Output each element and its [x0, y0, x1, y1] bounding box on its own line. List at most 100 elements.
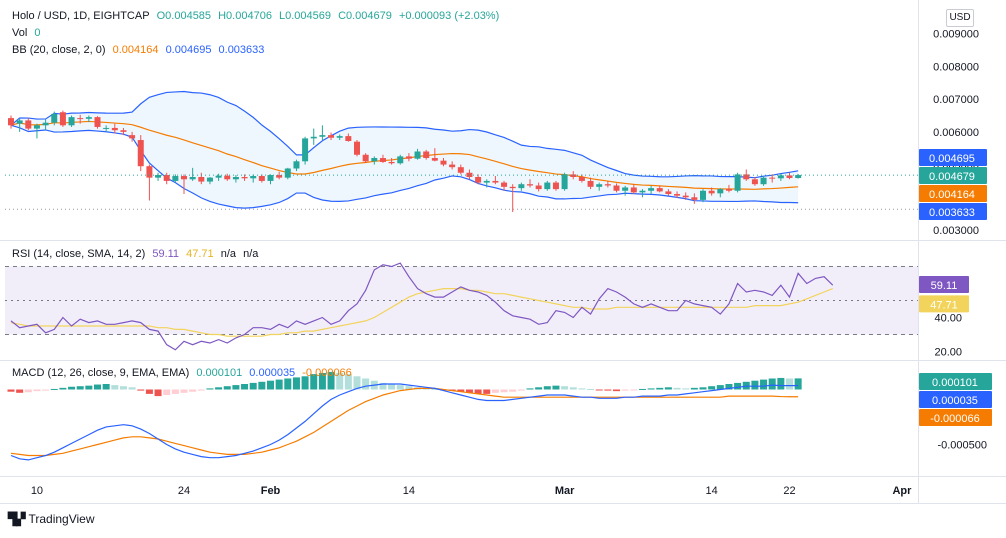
macd-histogram-bar — [336, 373, 344, 390]
candle-body — [206, 177, 213, 182]
macd-histogram-bar — [786, 378, 793, 390]
macd-histogram-bar — [344, 374, 352, 390]
candle-body — [475, 177, 482, 183]
candle-body — [492, 180, 499, 183]
candle-body — [604, 184, 611, 186]
candle-body — [293, 161, 300, 169]
macd-label[interactable]: MACD (12, 26, close, 9, EMA, EMA) — [12, 367, 190, 379]
macd-histogram-bar — [292, 377, 300, 390]
candle-body — [111, 127, 118, 131]
candle-body — [691, 197, 698, 200]
candle-body — [198, 177, 205, 182]
candle-body — [518, 184, 525, 189]
macd-histogram-bar — [275, 379, 283, 390]
tradingview-brand[interactable]: ▜▞ TradingView — [8, 512, 95, 526]
rsi-axis-tick: 40.00 — [934, 313, 962, 325]
candle-body — [440, 160, 447, 165]
price-badge-label: 0.003633 — [929, 207, 975, 219]
macd-histogram-bar — [362, 378, 370, 390]
macd-histogram-bar — [526, 388, 534, 390]
macd-histogram-bar — [760, 379, 768, 390]
candle-body — [449, 164, 456, 168]
candle-body — [51, 113, 58, 123]
macd-histogram-bar — [664, 387, 672, 390]
macd-histogram-bar — [68, 386, 76, 390]
candle-body — [656, 188, 663, 192]
macd-histogram-bar — [180, 389, 188, 393]
macd-histogram-bar — [630, 389, 638, 391]
macd-histogram-bar — [465, 389, 473, 393]
candle-body — [717, 189, 724, 194]
brand-label: TradingView — [28, 512, 95, 526]
candle-body — [16, 120, 23, 124]
candle-body — [120, 130, 127, 132]
macd-histogram-bar — [223, 386, 231, 390]
candle-body — [509, 186, 516, 189]
price-badge-label: 0.004695 — [929, 153, 975, 165]
candle-body — [241, 177, 248, 179]
macd-badge-label: -0.000066 — [930, 413, 980, 425]
macd-line-value: 0.000035 — [249, 367, 296, 379]
macd-histogram-bar — [301, 376, 309, 390]
macd-histogram-bar — [716, 385, 724, 390]
rsi-sma-line — [10, 288, 833, 337]
macd-histogram-bar — [517, 389, 525, 391]
rsi-value: 59.11 — [152, 248, 180, 260]
rsi-badge — [919, 276, 969, 294]
macd-histogram-bar — [119, 386, 127, 390]
macd-histogram-bar — [163, 389, 171, 395]
macd-badge — [919, 391, 992, 408]
candle-body — [163, 175, 170, 181]
time-axis-tick: Feb — [261, 485, 281, 497]
macd-histogram-bar — [197, 389, 205, 391]
macd-histogram-bar — [327, 371, 335, 390]
macd-histogram-bar — [171, 389, 179, 394]
price-axis-tick: 0.007000 — [933, 94, 979, 106]
currency-selector[interactable]: USD — [946, 9, 974, 27]
rsi-label[interactable]: RSI (14, close, SMA, 14, 2) — [12, 248, 146, 260]
candle-body — [795, 175, 802, 178]
candle-body — [665, 191, 672, 195]
macd-histogram-bar — [561, 386, 569, 390]
macd-histogram-bar — [76, 386, 84, 390]
rsi-na-1: n/a — [220, 248, 237, 260]
price-axis-tick: 0.003000 — [933, 225, 979, 237]
price-badge-label: 0.004679 — [929, 171, 975, 183]
time-axis-tick: Mar — [555, 485, 575, 497]
candle-body — [682, 195, 689, 198]
candle-body — [751, 179, 758, 185]
candle-body — [639, 190, 646, 193]
candle-body — [33, 125, 40, 129]
candle-body — [769, 177, 776, 179]
macd-histogram-bar — [353, 376, 361, 390]
macd-histogram-bar — [42, 389, 50, 391]
macd-histogram-bar — [310, 374, 318, 390]
candle-body — [552, 182, 559, 190]
chart-background — [0, 0, 1006, 506]
macd-badge-label: 0.000035 — [932, 395, 978, 407]
price-badge-label: 0.004164 — [929, 189, 975, 201]
macd-histogram-bar — [154, 389, 162, 397]
bb-label[interactable]: BB (20, close, 2, 0) — [12, 44, 106, 56]
macd-histogram-bar — [189, 389, 197, 392]
candle-body — [59, 112, 66, 126]
macd-signal-value: -0.000066 — [302, 367, 352, 379]
price-badge-close — [919, 167, 987, 184]
candle-body — [708, 190, 715, 194]
vol-label[interactable]: Vol — [12, 27, 28, 39]
macd-histogram-bar — [396, 385, 404, 390]
low-value: L0.004569 — [279, 10, 331, 22]
price-axis-tick: 0.008000 — [933, 61, 979, 73]
candle-body — [743, 174, 750, 180]
candle-body — [146, 166, 153, 178]
symbol-label[interactable]: Holo / USD, 1D, EIGHTCAP — [12, 10, 150, 22]
candle-body — [397, 156, 404, 164]
candle-body — [345, 136, 352, 142]
bb-basis-value: 0.004164 — [112, 44, 159, 56]
candle-body — [379, 158, 386, 162]
macd-histogram-bar — [241, 384, 249, 390]
candle-body — [189, 177, 196, 180]
macd-histogram-bar — [128, 387, 136, 390]
bb-legend: BB (20, close, 2, 0) 0.004164 0.004695 0… — [12, 44, 268, 56]
